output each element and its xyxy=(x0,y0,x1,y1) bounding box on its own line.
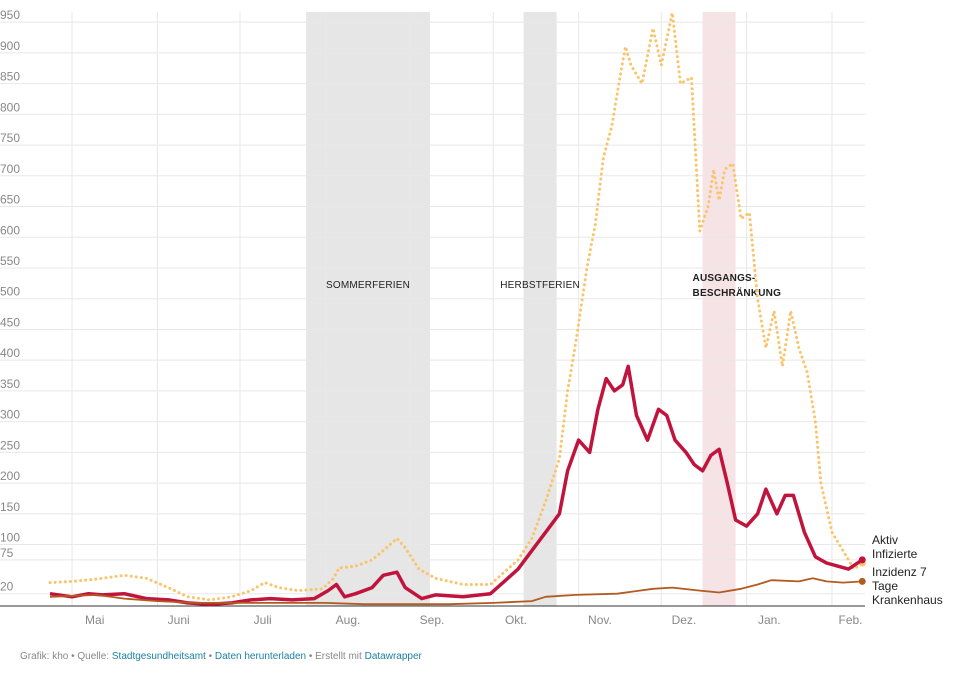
y-tick-label: 500 xyxy=(0,285,20,299)
end-label-krankenhaus: Krankenhaus xyxy=(872,593,943,607)
x-tick-label: Jan. xyxy=(758,613,781,627)
y-tick-label: 600 xyxy=(0,223,20,237)
x-tick-label: Mai xyxy=(85,613,104,627)
x-tick-label: Sep. xyxy=(420,613,445,627)
series-line-3 xyxy=(49,577,863,606)
download-data-link[interactable]: Daten herunterladen xyxy=(214,651,307,662)
y-tick-label: 150 xyxy=(0,500,20,514)
y-tick-label: 950 xyxy=(0,8,20,22)
chart-footer: Grafik: kho • Quelle: Stadtgesundheitsam… xyxy=(20,651,422,662)
y-tick-label: 20 xyxy=(0,580,14,594)
datawrapper-link[interactable]: Datawrapper xyxy=(364,651,422,662)
y-tick-label: 550 xyxy=(0,254,20,268)
footer-separator: • xyxy=(205,651,215,662)
x-tick-label: Juli xyxy=(254,613,272,627)
source-link[interactable]: Stadtgesundheitsamt xyxy=(111,651,206,662)
band-label-3-line2: BESCHRÄNKUNG xyxy=(693,286,782,299)
band-3 xyxy=(702,12,736,606)
band-label-3: AUSGANGS- xyxy=(693,273,756,284)
end-label-inzidenz-line2: Tage xyxy=(872,579,898,593)
x-tick-label: Juni xyxy=(168,613,190,627)
x-tick-label: Okt. xyxy=(505,613,527,627)
series-endpoint-2 xyxy=(858,556,866,564)
y-tick-label: 800 xyxy=(0,100,20,114)
band-2 xyxy=(523,12,557,606)
x-axis-ticks: Mai Juni Juli Aug. Sep. Okt. Nov. Dez. Jan. Feb. xyxy=(85,613,862,627)
x-tick-label: Nov. xyxy=(588,613,612,627)
series-line-1 xyxy=(48,12,864,602)
holiday-bands xyxy=(306,12,736,606)
series-lines xyxy=(48,12,866,606)
x-tick-label: Aug. xyxy=(336,613,361,627)
y-tick-label: 300 xyxy=(0,408,20,422)
y-tick-label: 250 xyxy=(0,438,20,452)
series-endpoint-3 xyxy=(858,577,866,585)
y-tick-label: 850 xyxy=(0,70,20,84)
band-label-2: HERBSTFERIEN xyxy=(500,280,580,291)
y-tick-label: 75 xyxy=(0,546,14,560)
y-tick-label: 100 xyxy=(0,531,20,545)
band-1 xyxy=(306,12,430,606)
gridlines xyxy=(0,12,865,607)
x-tick-label: Dez. xyxy=(672,613,697,627)
y-tick-label: 650 xyxy=(0,193,20,207)
end-label-inzidenz-line1: Inzidenz 7 xyxy=(872,565,927,579)
y-tick-label: 750 xyxy=(0,131,20,145)
y-tick-label: 400 xyxy=(0,346,20,360)
footer-credit: Grafik: kho • Quelle: xyxy=(20,651,112,662)
x-tick-label: Feb. xyxy=(838,613,862,627)
end-label-aktiv-line2: Infizierte xyxy=(872,547,918,561)
y-tick-label: 200 xyxy=(0,469,20,483)
series-line-2 xyxy=(49,364,864,606)
end-label-aktiv-line1: Aktiv xyxy=(872,533,898,547)
band-label-1: SOMMERFERIEN xyxy=(326,280,410,291)
y-tick-label: 450 xyxy=(0,315,20,329)
y-tick-label: 900 xyxy=(0,39,20,53)
y-tick-label: 700 xyxy=(0,162,20,176)
footer-created-with: • Erstellt mit xyxy=(306,651,365,662)
y-tick-label: 350 xyxy=(0,377,20,391)
